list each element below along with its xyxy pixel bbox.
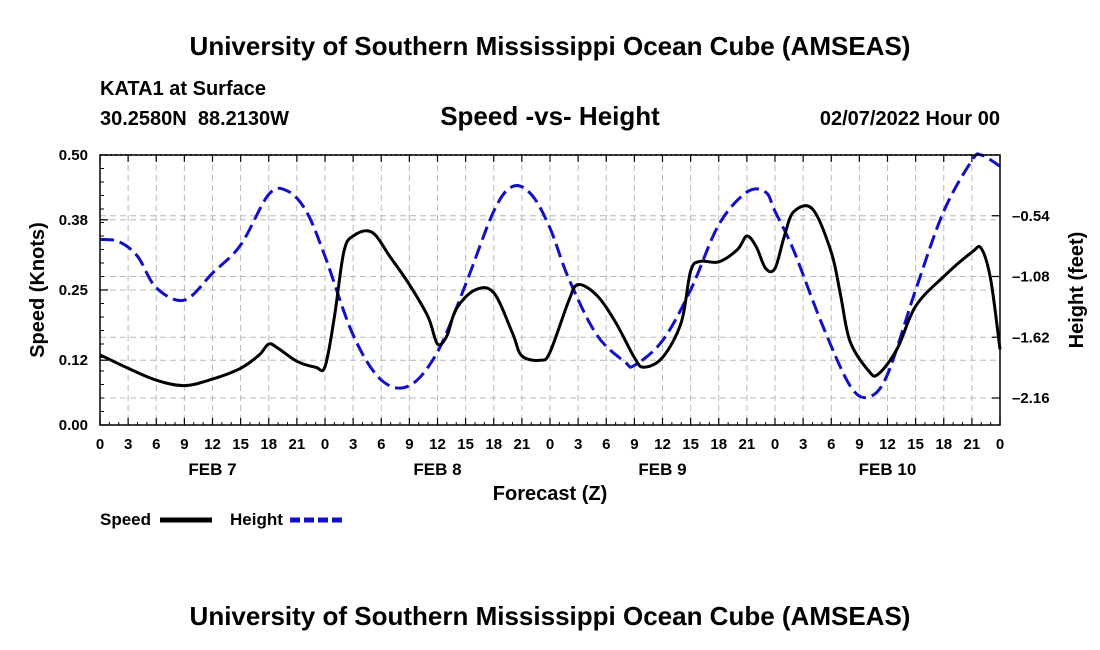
x-tick-label: 9 <box>180 436 188 453</box>
y2-tick-label: –0.54 <box>1012 208 1050 225</box>
axes-layer: 0 3 6 9 12 15 18 21 0 3 6 9 12 15 18 21 0 3 6 9 12 15 18 21 0 3 6 9… <box>59 147 1050 479</box>
y2-tick-label: –2.16 <box>1012 390 1050 407</box>
legend: Speed Height <box>100 510 342 529</box>
x-tick-label: 15 <box>457 436 474 453</box>
x-tick-label: 6 <box>377 436 385 453</box>
x-tick-label: 21 <box>289 436 306 453</box>
series-line-speed <box>99 204 1002 388</box>
x-tick-label: 3 <box>124 436 132 453</box>
x-tick-label: 6 <box>152 436 160 453</box>
day-label: FEB 8 <box>413 460 461 479</box>
x-tick-label: 18 <box>485 436 502 453</box>
title-top: University of Southern Mississippi Ocean… <box>190 31 911 61</box>
x-tick-label: 0 <box>546 436 554 453</box>
y2-tick-label: –1.08 <box>1012 269 1050 286</box>
y-tick-label: 0.38 <box>59 212 88 229</box>
x-tick-label: 9 <box>630 436 638 453</box>
day-label: FEB 10 <box>859 460 917 479</box>
y-tick-label: 0.50 <box>59 147 88 164</box>
station-label: KATA1 at Surface <box>100 78 266 100</box>
x-axis-title: Forecast (Z) <box>493 483 607 505</box>
x-tick-label: 12 <box>654 436 671 453</box>
x-tick-label: 0 <box>996 436 1004 453</box>
x-tick-label: 15 <box>232 436 249 453</box>
legend-label-height: Height <box>230 510 283 529</box>
x-tick-label: 9 <box>855 436 863 453</box>
y2-axis-title: Height (feet) <box>1066 232 1088 349</box>
x-tick-label: 15 <box>907 436 924 453</box>
grid-lines <box>100 154 1000 425</box>
x-tick-label: 0 <box>96 436 104 453</box>
x-tick-label: 0 <box>771 436 779 453</box>
x-tick-label: 0 <box>321 436 329 453</box>
coords-label: 30.2580N 88.2130W <box>100 108 289 130</box>
x-tick-label: 3 <box>574 436 582 453</box>
y-tick-label: 0.00 <box>59 417 88 434</box>
day-label: FEB 7 <box>188 460 236 479</box>
x-tick-label: 21 <box>514 436 531 453</box>
y-axis-title: Speed (Knots) <box>27 222 49 358</box>
y-tick-label: 0.12 <box>59 352 88 369</box>
y-tick-label: 0.25 <box>59 282 88 299</box>
x-tick-label: 21 <box>964 436 981 453</box>
title-bottom: University of Southern Mississippi Ocean… <box>190 601 911 631</box>
x-tick-label: 9 <box>405 436 413 453</box>
x-tick-label: 3 <box>349 436 357 453</box>
chart-title: Speed -vs- Height <box>440 101 660 131</box>
x-tick-label: 6 <box>827 436 835 453</box>
legend-label-speed: Speed <box>100 510 151 529</box>
x-tick-label: 12 <box>204 436 221 453</box>
series-line-height <box>99 152 1001 400</box>
x-tick-label: 12 <box>429 436 446 453</box>
date-label: 02/07/2022 Hour 00 <box>820 108 1000 130</box>
x-tick-label: 18 <box>935 436 952 453</box>
x-tick-label: 3 <box>799 436 807 453</box>
x-tick-label: 6 <box>602 436 610 453</box>
y2-tick-label: –1.62 <box>1012 329 1050 346</box>
x-tick-label: 18 <box>260 436 277 453</box>
x-tick-label: 21 <box>739 436 756 453</box>
x-tick-label: 15 <box>682 436 699 453</box>
x-tick-label: 12 <box>879 436 896 453</box>
x-tick-label: 18 <box>710 436 727 453</box>
day-label: FEB 9 <box>638 460 686 479</box>
series-layer <box>99 152 1002 400</box>
